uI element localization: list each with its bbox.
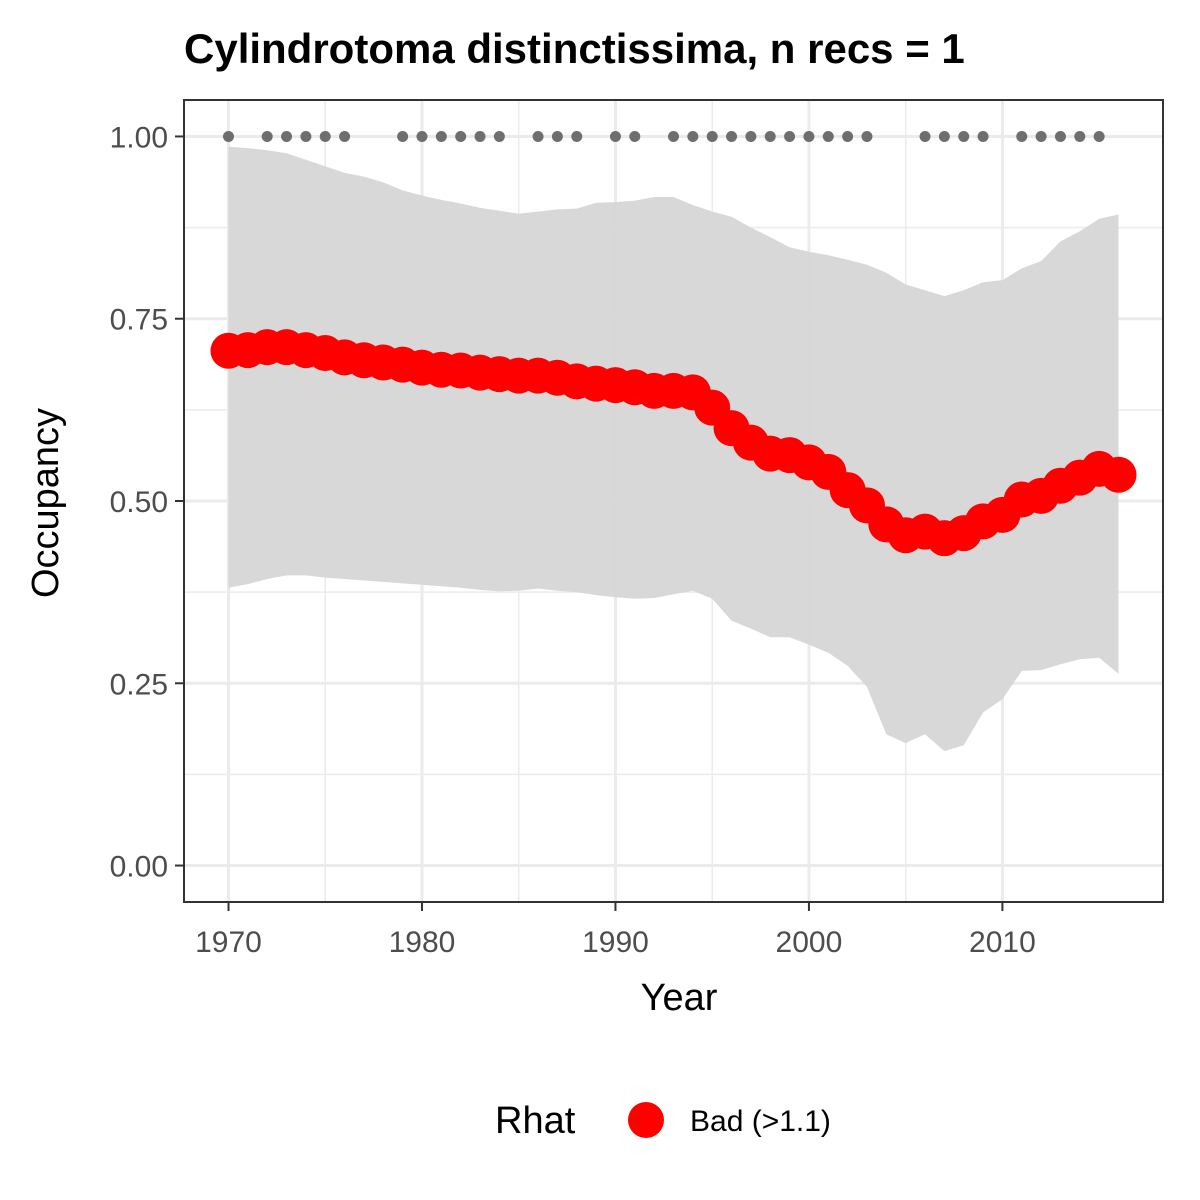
y-axis-label: Occupancy (25, 408, 67, 598)
legend: Rhat Bad (>1.1) (495, 1100, 831, 1142)
record-dot (687, 130, 699, 142)
record-dot (764, 130, 776, 142)
y-axis: 0.00 0.25 0.50 0.75 1.00 (110, 121, 184, 884)
record-dot (532, 130, 544, 142)
y-tick-label: 0.75 (110, 304, 168, 337)
x-axis: 1970 1980 1990 2000 2010 (195, 902, 1036, 959)
record-dot (551, 130, 563, 142)
record-dot (571, 130, 583, 142)
record-dot (435, 130, 447, 142)
record-dot (629, 130, 641, 142)
record-dot (861, 130, 873, 142)
record-dot (281, 130, 293, 142)
chart-title: Cylindrotoma distinctissima, n recs = 1 (184, 25, 965, 72)
x-tick-label: 1980 (389, 926, 456, 959)
x-tick-label: 1970 (195, 926, 262, 959)
record-dot (706, 130, 718, 142)
record-dot (1074, 130, 1086, 142)
legend-label-bad: Bad (>1.1) (690, 1105, 831, 1138)
x-axis-label: Year (641, 977, 718, 1019)
record-dot (822, 130, 834, 142)
x-tick-label: 2000 (776, 926, 843, 959)
record-dot (261, 130, 273, 142)
record-dot (938, 130, 950, 142)
record-dot (319, 130, 331, 142)
plot-panel (183, 99, 1164, 903)
record-dot (745, 130, 757, 142)
record-dot (397, 130, 409, 142)
y-tick-label: 0.25 (110, 668, 168, 701)
legend-title: Rhat (495, 1100, 576, 1142)
y-tick-label: 1.00 (110, 121, 168, 154)
record-dot (416, 130, 428, 142)
record-dot (339, 130, 351, 142)
record-markers (223, 130, 1105, 142)
record-dot (1035, 130, 1047, 142)
record-dot (1054, 130, 1066, 142)
credible-interval-ribbon (228, 146, 1119, 752)
record-dot (784, 130, 796, 142)
record-dot (977, 130, 989, 142)
record-dot (223, 130, 234, 142)
record-dot (609, 130, 621, 142)
occupancy-series (210, 329, 1137, 557)
y-tick-label: 0.00 (110, 851, 168, 884)
x-tick-label: 2010 (969, 926, 1036, 959)
record-dot (493, 130, 505, 142)
record-dot (958, 130, 970, 142)
record-dot (1093, 130, 1105, 142)
record-dot (455, 130, 467, 142)
record-dot (1016, 130, 1028, 142)
record-dot (842, 130, 854, 142)
x-tick-label: 1990 (582, 926, 649, 959)
record-dot (300, 130, 312, 142)
record-dot (803, 130, 815, 142)
legend-key-bad (628, 1102, 664, 1138)
occupancy-point (1100, 456, 1137, 493)
record-dot (726, 130, 738, 142)
record-dot (668, 130, 679, 142)
record-dot (919, 130, 931, 142)
record-dot (474, 130, 486, 142)
y-tick-label: 0.50 (110, 486, 168, 519)
